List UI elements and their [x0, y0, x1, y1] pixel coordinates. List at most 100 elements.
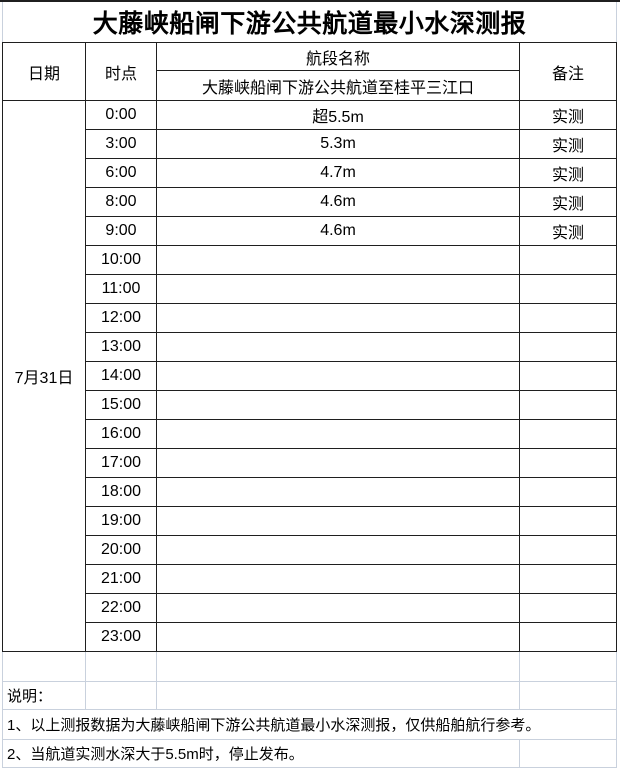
note-row-2: 2、当航道实测水深大于5.5m时，停止发布。 — [2, 740, 618, 768]
remark-cell — [520, 565, 618, 594]
column-header-segment: 航段名称 — [157, 42, 520, 71]
depth-cell — [157, 536, 520, 565]
table-row: 14:00 — [2, 362, 618, 391]
table-row: 9:00 4.6m 实测 — [2, 217, 618, 246]
depth-cell — [157, 507, 520, 536]
time-cell: 19:00 — [86, 507, 157, 536]
column-header-time: 时点 — [86, 42, 157, 101]
remark-cell: 实测 — [520, 159, 618, 188]
remark-cell: 实测 — [520, 188, 618, 217]
top-border-line — [0, 0, 620, 2]
remark-cell — [520, 449, 618, 478]
table-row: 6:00 4.7m 实测 — [2, 159, 618, 188]
empty-cell — [2, 652, 86, 682]
table-row: 17:00 — [2, 449, 618, 478]
time-cell: 8:00 — [86, 188, 157, 217]
table-row: 21:00 — [2, 565, 618, 594]
depth-cell: 4.7m — [157, 159, 520, 188]
remark-cell: 实测 — [520, 130, 618, 159]
time-cell: 9:00 — [86, 217, 157, 246]
time-cell: 13:00 — [86, 333, 157, 362]
empty-cell — [520, 740, 618, 768]
empty-cell — [157, 682, 520, 710]
depth-cell — [157, 246, 520, 275]
table-row: 12:00 — [2, 304, 618, 333]
depth-cell — [157, 275, 520, 304]
header-subrow: 大藤峡船闸下游公共航道至桂平三江口 — [2, 71, 617, 101]
depth-cell — [157, 420, 520, 449]
table-row: 23:00 — [2, 623, 618, 652]
depth-cell: 5.3m — [157, 130, 520, 159]
depth-cell: 超5.5m — [157, 101, 520, 130]
remark-cell — [520, 333, 618, 362]
time-cell: 10:00 — [86, 246, 157, 275]
segment-name-cell: 大藤峡船闸下游公共航道至桂平三江口 — [157, 71, 520, 101]
time-cell: 6:00 — [86, 159, 157, 188]
table-row: 13:00 — [2, 333, 618, 362]
remark-cell — [520, 623, 618, 652]
header-row: 日期 时点 航段名称 备注 — [2, 42, 618, 101]
column-header-date: 日期 — [2, 42, 86, 101]
table-row: 22:00 — [2, 594, 618, 623]
time-cell: 15:00 — [86, 391, 157, 420]
note-1-text: 1、以上测报数据为大藤峡船闸下游公共航道最小水深测报，仅供船舶航行参考。 — [2, 710, 618, 740]
page-title: 大藤峡船闸下游公共航道最小水深测报 — [2, 2, 618, 42]
note-row-1: 1、以上测报数据为大藤峡船闸下游公共航道最小水深测报，仅供船舶航行参考。 — [2, 710, 618, 740]
empty-cell — [520, 652, 618, 682]
time-cell: 21:00 — [86, 565, 157, 594]
time-cell: 16:00 — [86, 420, 157, 449]
table-row: 15:00 — [2, 391, 618, 420]
depth-cell — [157, 449, 520, 478]
time-cell: 12:00 — [86, 304, 157, 333]
table-row: 16:00 — [2, 420, 618, 449]
remark-cell — [520, 362, 618, 391]
remark-cell — [520, 536, 618, 565]
remark-cell: 实测 — [520, 217, 618, 246]
date-cell: 7月31日 — [2, 101, 86, 652]
table-row: 19:00 — [2, 507, 618, 536]
depth-cell — [157, 623, 520, 652]
depth-cell — [157, 391, 520, 420]
notes-label: 说明： — [2, 682, 86, 710]
table-row: 20:00 — [2, 536, 618, 565]
depth-cell — [157, 594, 520, 623]
depth-cell — [157, 333, 520, 362]
time-cell: 3:00 — [86, 130, 157, 159]
empty-cell — [86, 652, 157, 682]
remark-cell — [520, 246, 618, 275]
table-row: 7月31日 0:00 超5.5m 实测 — [2, 101, 618, 652]
depth-cell — [157, 304, 520, 333]
remark-cell: 实测 — [520, 101, 618, 130]
data-rows-body: 7月31日 0:00 超5.5m 实测 3:00 5.3m 实测 6:00 4.7… — [2, 101, 618, 652]
depth-cell: 4.6m — [157, 217, 520, 246]
time-cell: 18:00 — [86, 478, 157, 507]
remark-cell — [520, 304, 618, 333]
table-row: 18:00 — [2, 478, 618, 507]
remark-cell — [520, 478, 618, 507]
depth-cell — [157, 362, 520, 391]
empty-cell — [157, 652, 520, 682]
remark-cell — [520, 507, 618, 536]
time-cell: 14:00 — [86, 362, 157, 391]
time-cell: 20:00 — [86, 536, 157, 565]
notes-label-row: 说明： — [2, 682, 618, 710]
table-row: 8:00 4.6m 实测 — [2, 188, 618, 217]
note-2-text: 2、当航道实测水深大于5.5m时，停止发布。 — [2, 740, 520, 768]
title-row: 大藤峡船闸下游公共航道最小水深测报 — [2, 2, 618, 42]
table-row: 10:00 — [2, 246, 618, 275]
time-cell: 11:00 — [86, 275, 157, 304]
empty-cell — [520, 682, 618, 710]
remark-cell — [520, 594, 618, 623]
time-cell: 22:00 — [86, 594, 157, 623]
depth-cell — [157, 478, 520, 507]
depth-cell — [157, 565, 520, 594]
remark-cell — [520, 275, 618, 304]
time-cell: 0:00 — [86, 101, 157, 130]
remark-cell — [520, 391, 618, 420]
time-cell: 17:00 — [86, 449, 157, 478]
empty-spacer-row — [2, 652, 618, 682]
remark-cell — [520, 420, 618, 449]
depth-cell: 4.6m — [157, 188, 520, 217]
